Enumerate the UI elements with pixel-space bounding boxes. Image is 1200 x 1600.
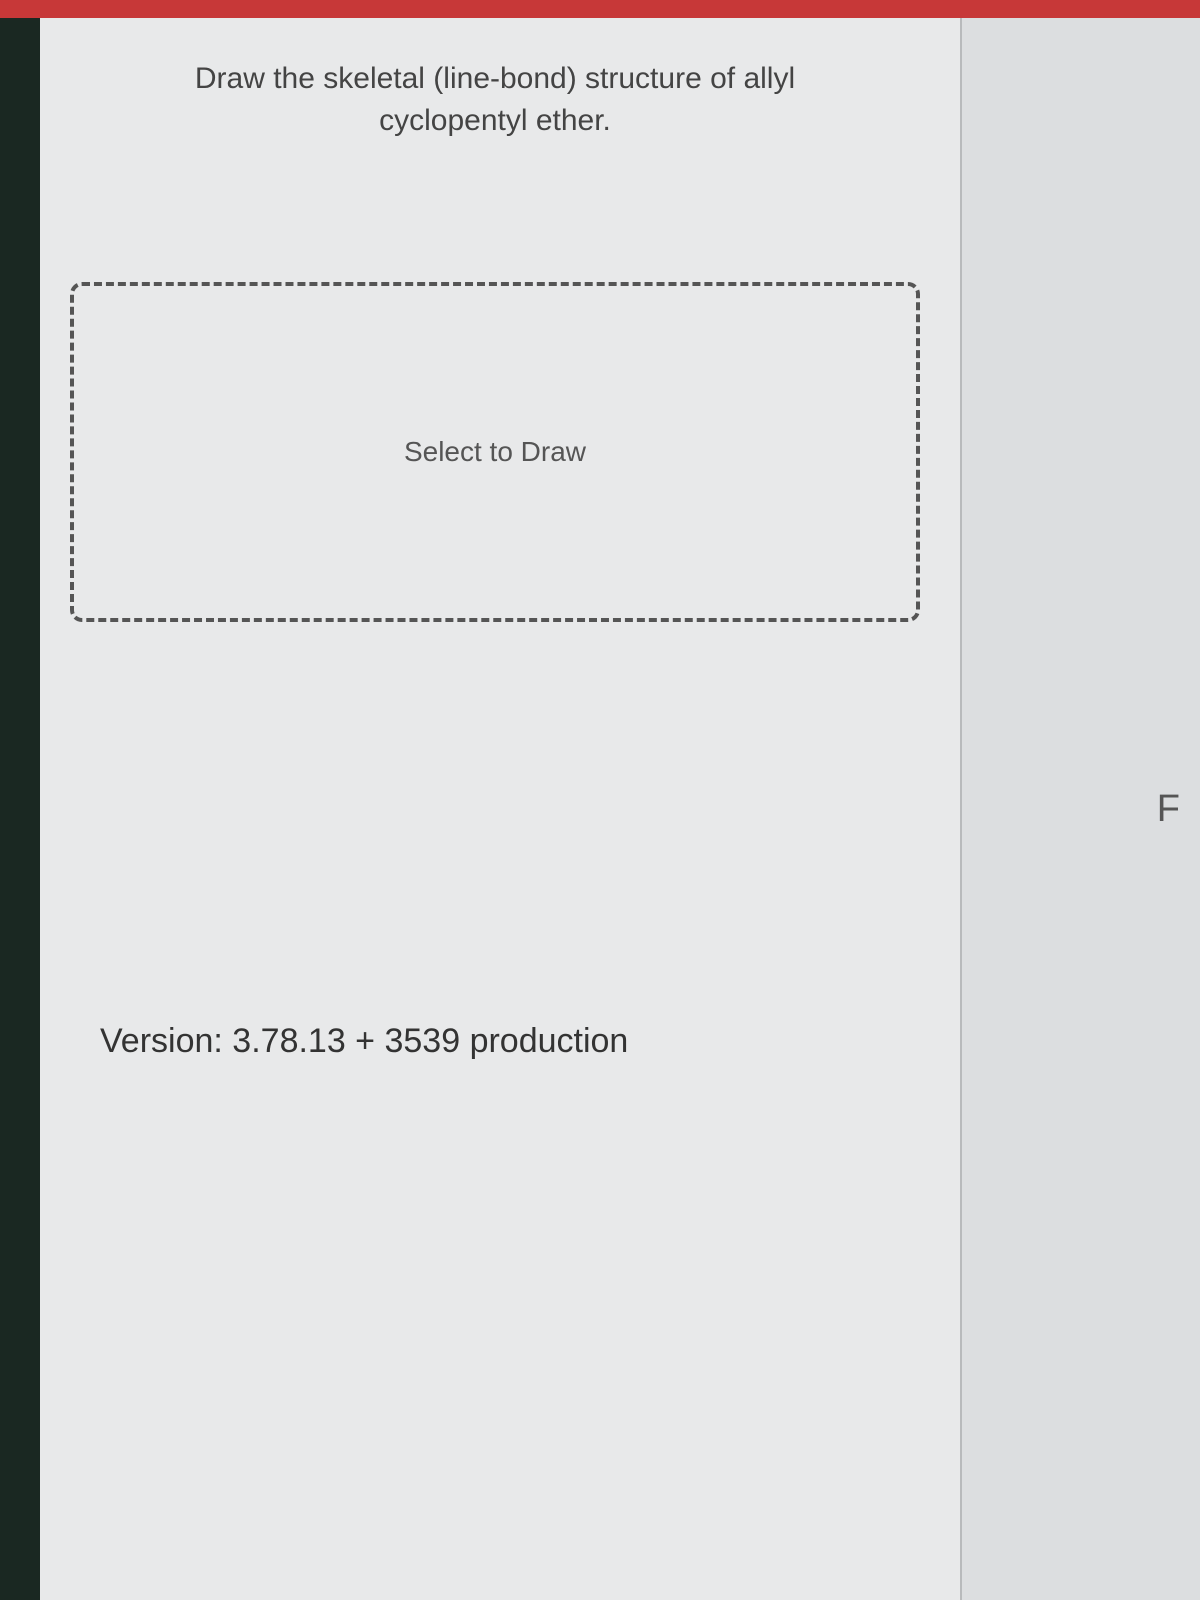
draw-placeholder-label: Select to Draw bbox=[404, 436, 586, 468]
drawing-canvas-area[interactable]: Select to Draw bbox=[70, 282, 920, 622]
question-prompt: Draw the skeletal (line-bond) structure … bbox=[175, 58, 815, 142]
left-edge-border bbox=[0, 18, 40, 1600]
top-header-bar bbox=[0, 0, 1200, 18]
partial-text-right: F bbox=[1157, 788, 1180, 831]
main-container: Draw the skeletal (line-bond) structure … bbox=[0, 18, 1200, 1600]
content-area: Draw the skeletal (line-bond) structure … bbox=[40, 18, 960, 1600]
version-info: Version: 3.78.13 + 3539 production bbox=[100, 1022, 910, 1061]
right-side-panel: F bbox=[960, 18, 1200, 1600]
